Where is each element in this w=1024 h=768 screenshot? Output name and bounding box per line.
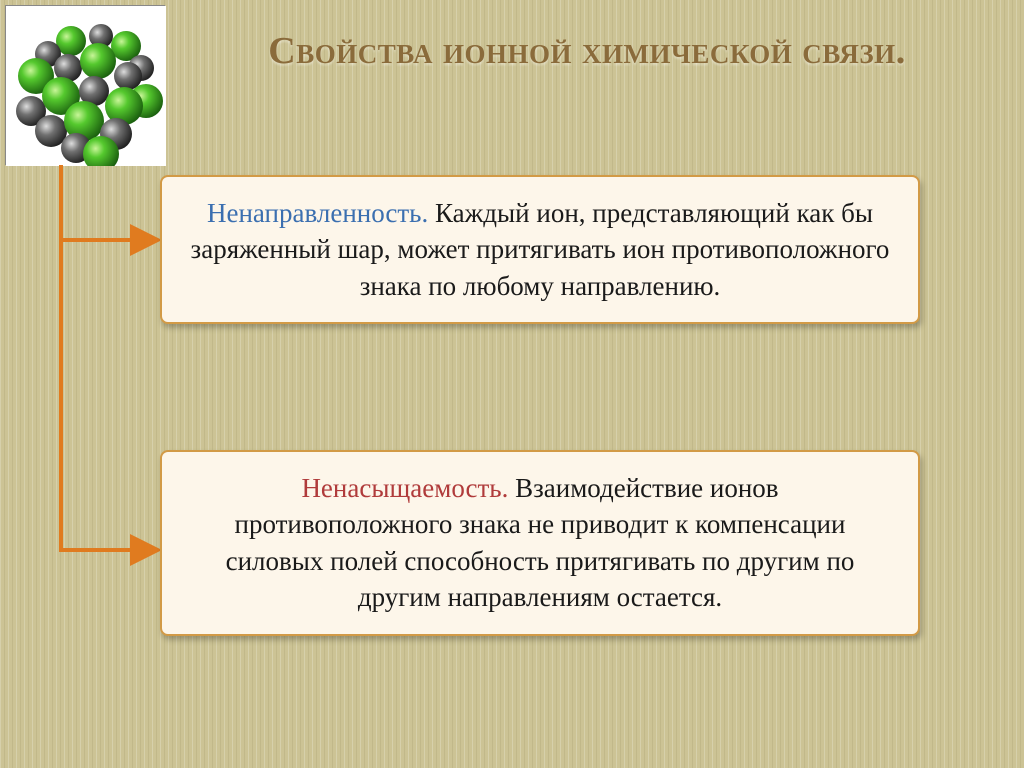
crystal-lattice-image (5, 5, 165, 165)
slide-title: Свойства ионной химической связи. (210, 28, 964, 76)
property-box-nondirectionality: Ненаправленность. Каждый ион, представля… (160, 175, 920, 324)
term-nondirectionality: Ненаправленность. (207, 198, 428, 228)
property-box-nonsaturability: Ненасыщаемость. Взаимодействие ионов про… (160, 450, 920, 636)
term-nonsaturability: Ненасыщаемость. (301, 473, 508, 503)
